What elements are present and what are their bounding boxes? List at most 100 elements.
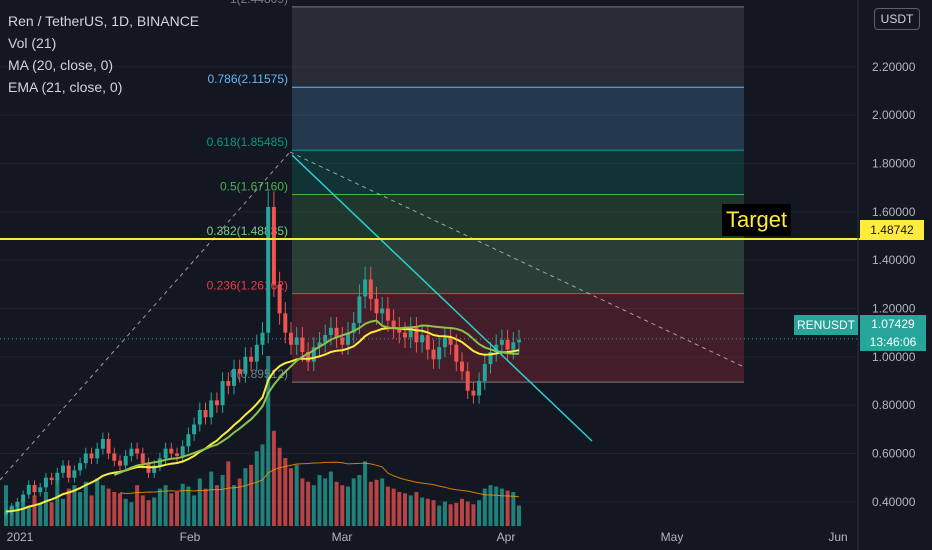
fib-anchor-line-left [0,151,291,481]
currency-button-label: USDT [880,12,914,26]
volume-bar-66 [380,478,385,526]
candle-body-31 [180,446,185,456]
candle-body-5 [32,484,37,493]
candle-body-57 [328,327,333,336]
volume-bar-57 [328,471,333,526]
volume-bar-6 [38,503,43,526]
volume-bar-50 [289,468,293,526]
candle-body-88 [505,339,510,350]
x-tick-label-3: Apr [497,530,516,544]
candle-body-41 [237,368,242,374]
vol-indicator-label[interactable]: Vol (21) [8,35,57,51]
volume-bar-72 [414,492,419,526]
volume-bar-83 [477,500,482,526]
candle-body-52 [300,337,305,352]
fib-zone-2 [292,194,744,239]
candle-body-3 [21,494,26,502]
x-tick-label-4: May [661,530,684,544]
volume-bar-11 [66,488,71,526]
volume-bar-29 [169,493,174,526]
fib-anchor-line-right [289,151,745,368]
y-tick-label-9: 2.20000 [872,60,916,74]
volume-bar-33 [192,495,197,526]
volume-bar-13 [78,492,83,526]
currency-button[interactable]: USDT [874,8,920,30]
candle-body-4 [26,484,31,495]
volume-bar-24 [140,495,145,526]
y-tick-label-4: 1.20000 [872,302,916,316]
candle-body-68 [391,320,396,328]
candle-body-42 [243,356,248,374]
x-tick-label-1: Feb [180,530,201,544]
volume-bar-28 [163,485,168,526]
volume-bar-12 [72,485,77,526]
volume-bar-77 [442,501,447,526]
candle-body-64 [368,279,373,299]
candle-body-15 [89,453,94,459]
volume-bar-16 [95,478,100,526]
candle-body-8 [49,477,54,481]
target-annotation[interactable]: Target [722,204,792,236]
volume-bar-62 [357,475,362,526]
ma-indicator-label[interactable]: MA (20, close, 0) [8,57,114,73]
volume-bar-58 [334,481,339,526]
volume-bar-54 [311,485,316,526]
volume-bar-17 [100,485,105,526]
candle-body-44 [254,344,259,362]
candle-body-6 [38,487,43,493]
volume-bar-56 [323,478,328,526]
countdown-timer: 13:46:06 [869,335,917,349]
volume-bar-47 [271,430,276,526]
candle-body-87 [499,339,504,345]
volume-bar-51 [294,464,299,526]
volume-bar-36 [209,471,214,526]
candle-body-56 [323,335,328,343]
y-tick-label-0: 0.40000 [872,495,916,509]
candle-body-0 [4,511,8,515]
ema-indicator-label[interactable]: EMA (21, close, 0) [8,79,123,95]
candle-body-32 [186,434,191,447]
y-tick-label-1: 0.60000 [872,447,916,461]
last-price-tag: 1.07429 13:46:06 [860,315,926,351]
volume-bar-69 [397,492,402,526]
volume-bar-60 [346,486,350,526]
symbol-title[interactable]: Ren / TetherUS, 1D, BINANCE [8,13,200,29]
volume-bar-78 [448,504,453,526]
target-price-tag: 1.48742 [860,220,924,240]
last-price-value: 1.07429 [871,317,915,331]
candle-body-71 [408,327,413,338]
candle-body-73 [420,335,425,343]
volume-bar-30 [175,492,179,526]
volume-bar-70 [403,493,407,526]
candle-body-59 [340,337,345,345]
volume-bar-8 [49,502,54,526]
candle-body-84 [482,364,487,381]
candle-body-19 [112,453,117,461]
candle-body-20 [118,460,122,466]
volume-bar-31 [180,483,185,526]
volume-bar-75 [431,500,436,526]
volume-bar-80 [460,498,464,526]
volume-bar-46 [266,356,271,526]
candle-body-72 [414,327,419,343]
volume-bar-59 [340,485,345,526]
volume-bar-85 [488,485,493,526]
volume-bar-81 [465,501,470,526]
candle-body-75 [431,349,436,360]
x-tick-label-5: Jun [828,530,847,544]
volume-bar-65 [374,479,379,526]
candle-body-23 [135,448,140,454]
target-label: Target [726,207,788,232]
candle-body-47 [271,207,276,285]
candle-body-81 [465,371,470,391]
volume-bar-49 [283,458,288,526]
candle-body-26 [152,465,157,473]
fib-zone-3 [292,150,744,195]
volume-bar-10 [61,498,65,526]
volume-bar-27 [157,488,162,526]
candle-body-77 [442,337,447,348]
volume-bar-63 [363,461,368,526]
candle-body-45 [260,332,265,345]
